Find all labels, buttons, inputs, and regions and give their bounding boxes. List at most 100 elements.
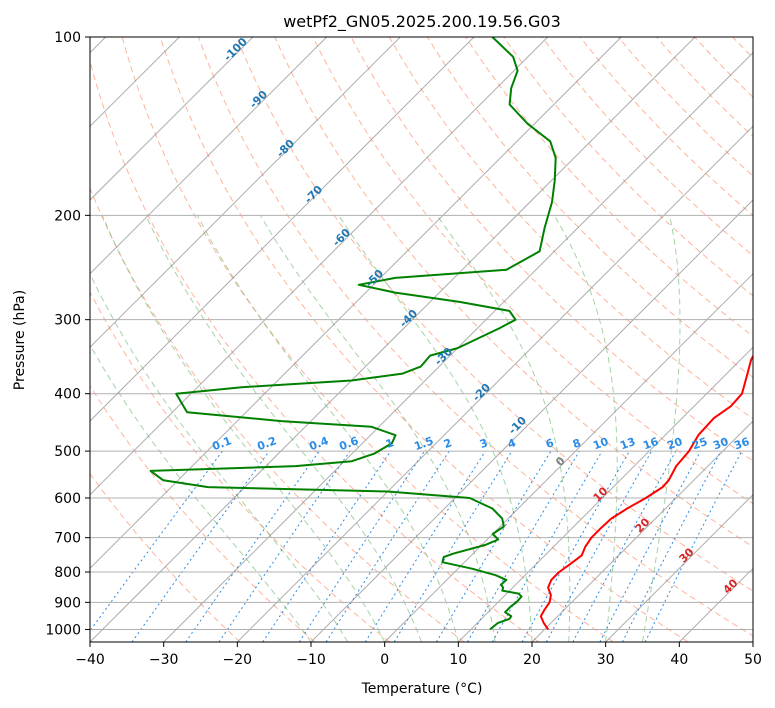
axes-layer: −40 −30 −20 −10 0 10 20 30 40 5010020030040050060… — [45, 30, 762, 668]
dry-adiabat-line — [90, 59, 540, 642]
mixing-ratio-label: 3 — [478, 436, 490, 451]
x-axis-label: Temperature (°C) — [361, 681, 483, 697]
chart-title: wetPf2_GN05.2025.200.19.56.G03 — [283, 12, 561, 32]
isotherm-line — [90, 37, 475, 422]
temperature-profile-line — [539, 354, 753, 630]
y-tick-label: 1000 — [45, 622, 81, 638]
x-tick-label: −40 — [75, 652, 105, 668]
isotherm-line — [605, 493, 753, 642]
x-tick-label: 50 — [744, 652, 762, 668]
x-tick-label: 0 — [380, 652, 389, 668]
isotherm-line — [90, 37, 254, 201]
isotherm-line — [236, 125, 753, 642]
x-tick-label: 10 — [449, 652, 467, 668]
x-tick-label: −30 — [149, 652, 179, 668]
moist-adiabat-line — [259, 215, 496, 642]
mixing-ratio-line — [435, 450, 552, 642]
mixing-ratio-label: 16 — [641, 435, 660, 453]
dry-adiabat-line — [90, 291, 390, 642]
background-lines — [90, 37, 753, 642]
dry-adiabat-line — [388, 37, 753, 420]
mixing-ratio-label: 0.2 — [255, 434, 278, 453]
mixing-ratio-label: 30 — [711, 435, 730, 453]
y-tick-label: 100 — [54, 30, 81, 46]
mixing-ratio-line — [572, 450, 677, 642]
isotherm-line — [90, 37, 696, 642]
y-tick-label: 300 — [54, 313, 81, 329]
mixing-ratio-line — [298, 450, 425, 642]
isotherm-line — [384, 272, 753, 642]
mixing-ratio-label: 1.5 — [412, 434, 435, 453]
mixing-ratio-label: 25 — [690, 435, 709, 452]
x-tick-label: −20 — [223, 652, 253, 668]
moist-adiabat-line — [338, 215, 533, 642]
dry-adiabat-line — [312, 37, 753, 505]
mixing-ratio-label: 0.4 — [307, 434, 330, 453]
dry-adiabat-line — [274, 37, 753, 548]
mixing-ratio-label: 0.1 — [210, 434, 233, 453]
mixing-ratio-label: 1 — [384, 436, 396, 451]
moist-adiabat-line — [642, 215, 681, 642]
dry-adiabat-line — [426, 37, 753, 378]
data-layer — [149, 37, 753, 631]
moist-adiabat-line — [90, 272, 349, 642]
mixing-ratio-label: 6 — [544, 436, 556, 451]
dewpoint-profile-line — [149, 37, 557, 631]
mixing-ratio-line — [131, 450, 270, 642]
mixing-ratio-line — [521, 450, 630, 642]
mixing-ratio-label: 20 — [665, 435, 684, 453]
y-tick-label: 800 — [54, 565, 81, 581]
dry-adiabat-line — [90, 384, 316, 642]
dry-adiabat-line — [159, 37, 689, 642]
mixing-ratio-line — [218, 450, 351, 642]
y-tick-label: 500 — [54, 444, 81, 460]
moist-adiabat-line — [196, 215, 459, 642]
mixing-ratio-label: 2 — [442, 436, 454, 451]
moist-adiabat-line — [145, 215, 422, 642]
dry-adiabat-line — [198, 37, 753, 637]
dry-adiabat-line — [121, 37, 614, 642]
dry-adiabat-line — [236, 37, 753, 592]
plot-frame — [89, 36, 754, 643]
x-tick-label: −10 — [296, 652, 326, 668]
moist-adiabat-line — [90, 343, 312, 642]
dry-adiabat-line — [503, 37, 753, 297]
x-tick-label: 40 — [670, 652, 688, 668]
mixing-ratio-line — [393, 450, 513, 642]
isotherm-line — [90, 37, 622, 570]
isotherm-line — [90, 37, 328, 275]
isotherm-line — [310, 199, 753, 642]
mixing-ratio-line — [621, 450, 722, 642]
isotherm-line — [90, 37, 401, 349]
mixing-ratio-label: 0.6 — [337, 434, 360, 453]
y-tick-label: 400 — [54, 387, 81, 403]
mixing-ratio-label: 10 — [591, 435, 610, 453]
isotherm-line — [457, 346, 753, 642]
x-tick-label: 30 — [597, 652, 615, 668]
mixing-ratio-line — [185, 450, 320, 642]
x-tick-label: 20 — [523, 652, 541, 668]
mixing-ratio-line — [262, 450, 392, 642]
y-axis-label: Pressure (hPa) — [12, 290, 28, 390]
isotherm-line — [163, 51, 753, 642]
moist-adiabat-line — [553, 215, 618, 642]
mixing-ratio-line — [467, 450, 580, 642]
y-tick-label: 700 — [54, 531, 81, 547]
isotherm-line — [531, 420, 753, 642]
moist-adiabat-line — [436, 215, 571, 642]
moist-adiabat-line — [101, 215, 386, 642]
mixing-ratio-label: 4 — [506, 436, 518, 451]
dry-adiabat-line — [90, 186, 465, 642]
mixing-ratio-label: 8 — [571, 436, 583, 451]
mixing-ratio-line — [644, 450, 743, 642]
mixing-ratio-label: 13 — [618, 435, 637, 452]
isotherm-line — [90, 37, 549, 496]
mixing-ratio-line — [491, 450, 603, 642]
mixing-ratio-label: 36 — [732, 435, 751, 453]
y-tick-label: 200 — [54, 208, 81, 224]
y-tick-label: 600 — [54, 491, 81, 507]
dry-adiabat-line — [617, 37, 753, 177]
